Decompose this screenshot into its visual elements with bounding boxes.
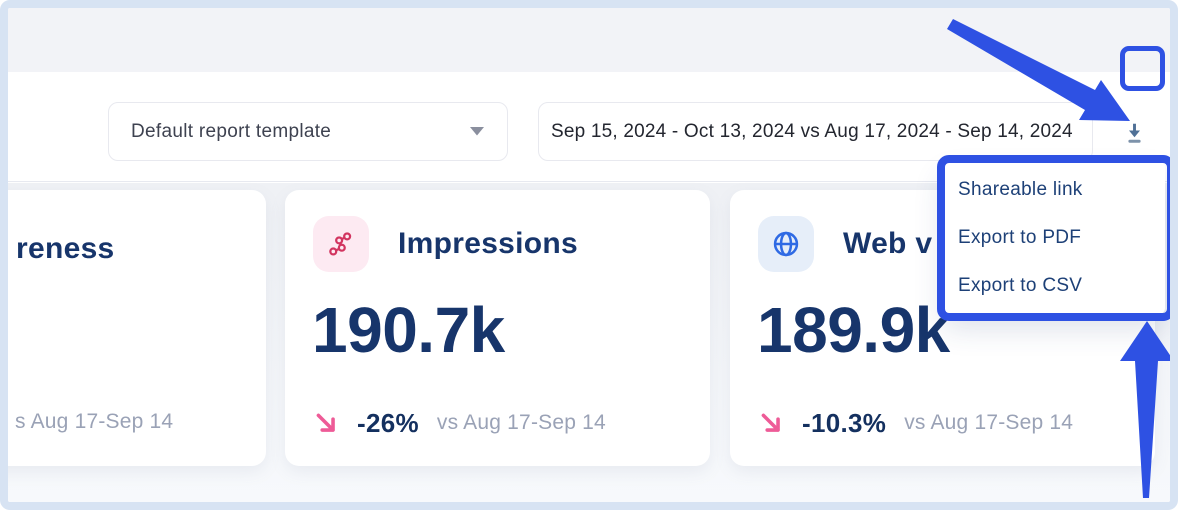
card-value: 190.7k — [312, 294, 505, 366]
metric-card-awareness: reness s Aug 17-Sep 14 — [8, 190, 266, 466]
card-title: Impressions — [398, 227, 579, 260]
share-nodes-icon — [313, 216, 369, 272]
download-icon — [1128, 123, 1141, 143]
trend-down-arrow-icon — [761, 413, 780, 432]
card-change: -10.3% — [802, 407, 887, 438]
download-button[interactable] — [1117, 115, 1152, 150]
report-template-select[interactable]: Default report template — [108, 102, 508, 161]
card-change: -26% — [357, 407, 419, 438]
menu-item-export-pdf[interactable]: Export to PDF — [958, 227, 1082, 248]
metric-card-impressions: Impressions 190.7k -26% vs Aug 17-Sep 14 — [285, 190, 710, 466]
chevron-down-icon — [470, 127, 484, 136]
menu-item-shareable-link[interactable]: Shareable link — [958, 179, 1083, 200]
top-header-band — [8, 8, 1170, 72]
report-template-select-value: Default report template — [131, 120, 332, 142]
date-range-picker[interactable]: Sep 15, 2024 - Oct 13, 2024 vs Aug 17, 2… — [538, 102, 1093, 161]
card-title: Web v — [843, 227, 933, 260]
date-range-value: Sep 15, 2024 - Oct 13, 2024 vs Aug 17, 2… — [551, 120, 1073, 142]
card-value: 189.9k — [757, 294, 950, 366]
trend-down-arrow-icon — [316, 413, 335, 432]
card-trend-row: -10.3% vs Aug 17-Sep 14 — [758, 407, 1073, 439]
card-trend-row: -26% vs Aug 17-Sep 14 — [313, 407, 606, 439]
card-title: reness — [16, 232, 115, 265]
card-comparison: vs Aug 17-Sep 14 — [904, 411, 1074, 434]
globe-icon — [758, 216, 814, 272]
card-header: Impressions — [313, 216, 578, 272]
menu-item-export-csv[interactable]: Export to CSV — [958, 275, 1083, 296]
export-menu: Shareable link Export to PDF Export to C… — [943, 162, 1165, 314]
card-header: Web v — [758, 216, 932, 272]
card-comparison: vs Aug 17-Sep 14 — [436, 411, 606, 434]
card-comparison: s Aug 17-Sep 14 — [15, 410, 174, 433]
